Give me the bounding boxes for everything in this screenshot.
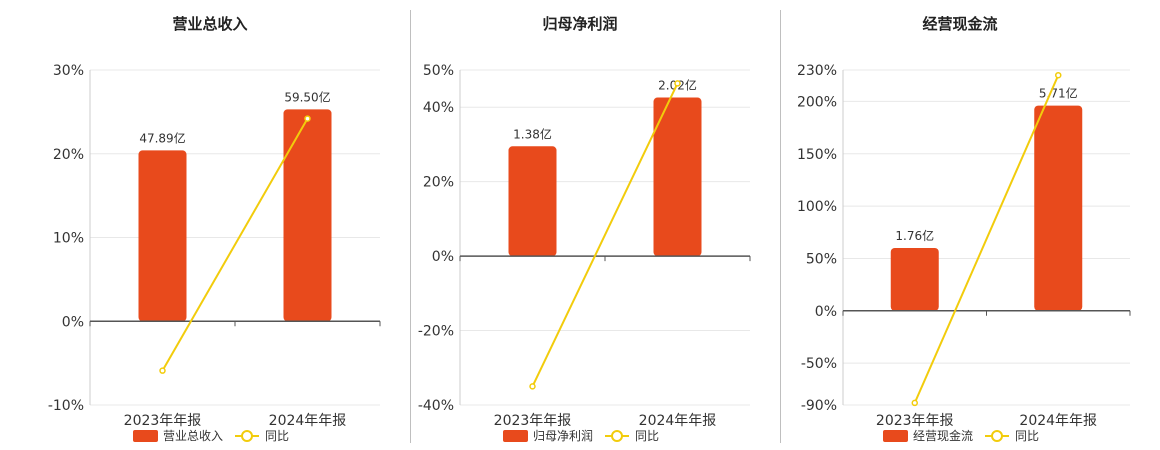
bar-data-label: 1.38亿	[513, 126, 552, 141]
legend-bar-swatch	[503, 430, 528, 442]
y-tick-label: 20%	[53, 147, 84, 163]
yoy-point	[911, 399, 918, 407]
bar	[508, 146, 557, 257]
legend-line-label: 同比	[1015, 429, 1039, 443]
y-tick-label: -20%	[418, 324, 454, 340]
y-tick-label: -10%	[48, 398, 84, 414]
y-tick-label: 150%	[797, 147, 837, 163]
y-tick-label: 0%	[815, 304, 837, 320]
y-tick-label: 40%	[423, 100, 454, 116]
chart-title: 经营现金流	[922, 15, 997, 33]
yoy-line	[161, 118, 309, 372]
cash-flow-chart-panel: 经营现金流 -90% -50% 0% 50% 100% 150% 200% 230% 1.76亿 5…	[740, 0, 1131, 450]
yoy-point	[1055, 71, 1062, 79]
net-profit-chart-panel: 归母净利润-40%-20%0%20%40%50%1.38亿2.02亿2023年年…	[370, 0, 751, 450]
x-category-label: 2024年年报	[639, 413, 717, 429]
bar	[283, 109, 332, 322]
x-category-label: 2023年年报	[124, 413, 202, 429]
yoy-point	[304, 115, 311, 122]
chart-title: 归母净利润	[542, 15, 617, 33]
legend-line-marker	[991, 430, 1003, 442]
y-tick-label: 50%	[806, 251, 837, 267]
chart-title: 营业总收入	[172, 15, 247, 33]
legend-line-marker	[241, 430, 253, 442]
y-tick-label: 200%	[797, 94, 837, 110]
bar-data-label: 47.89亿	[139, 130, 185, 145]
y-tick-label: 0%	[62, 314, 84, 330]
yoy-point	[674, 80, 681, 87]
x-category-label: 2023年年报	[494, 413, 572, 429]
bar-data-label: 1.76亿	[895, 228, 934, 243]
legend-bar-swatch	[133, 430, 158, 442]
y-tick-label: 100%	[797, 199, 837, 215]
y-tick-label: -90%	[801, 398, 837, 414]
legend-line-marker	[611, 430, 623, 442]
net-profit-chart: 归母净利润-40%-20%0%20%40%50%1.38亿2.02亿2023年年…	[418, 15, 751, 443]
y-tick-label: -50%	[801, 356, 837, 372]
legend-bar-label: 归母净利润	[533, 429, 593, 443]
bar-data-label: 5.71亿	[1039, 86, 1078, 101]
y-tick-label: 0%	[432, 249, 454, 265]
legend-line-label: 同比	[635, 429, 659, 443]
y-tick-label: 230%	[797, 63, 837, 79]
panel-divider	[780, 10, 781, 443]
bar	[890, 247, 939, 311]
bar	[138, 150, 187, 322]
bar	[653, 97, 702, 257]
y-tick-label: -40%	[418, 398, 454, 414]
revenue-chart-panel: 营业总收入 -10% 0% 10% 20% 30% 47.89亿 59.50亿 2023年年报 2…	[0, 0, 381, 450]
legend-bar-label: 经营现金流	[913, 428, 973, 443]
legend-bar-label: 营业总收入	[163, 429, 223, 443]
bar	[1034, 105, 1083, 311]
bar-data-label: 59.50亿	[284, 89, 330, 104]
yoy-point	[529, 383, 536, 390]
legend-line-label: 同比	[265, 429, 289, 443]
cash-flow-chart: 经营现金流 -90% -50% 0% 50% 100% 150% 200% 230% 1.76亿 5…	[797, 15, 1131, 443]
yoy-line	[913, 74, 1060, 404]
y-tick-label: 50%	[423, 63, 454, 79]
x-category-label: 2024年年报	[1019, 413, 1097, 429]
yoy-point	[159, 367, 166, 374]
y-tick-label: 10%	[53, 231, 84, 247]
legend-bar-swatch	[883, 430, 908, 442]
revenue-chart: 营业总收入 -10% 0% 10% 20% 30% 47.89亿 59.50亿 2023年年报 2…	[48, 15, 381, 443]
x-category-label: 2023年年报	[876, 413, 954, 429]
panel-divider	[410, 10, 411, 443]
y-tick-label: 20%	[423, 175, 454, 191]
yoy-line	[531, 82, 679, 387]
y-tick-label: 30%	[53, 63, 84, 79]
x-category-label: 2024年年报	[269, 413, 347, 429]
